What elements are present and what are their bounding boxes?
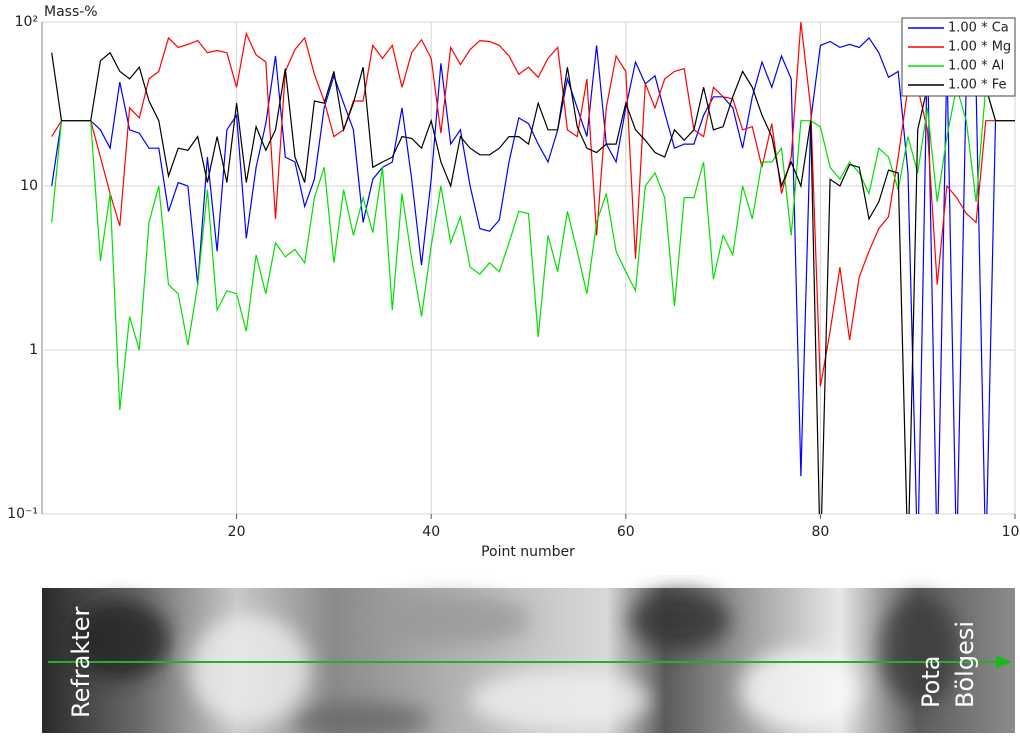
x-tick-label: 80 — [811, 524, 829, 540]
x-axis-label: Point number — [481, 544, 575, 560]
plot-area — [41, 21, 1016, 515]
micrograph: Refrakter Pota Bölgesi — [42, 588, 1015, 737]
y-tick-label: 1 — [29, 342, 38, 358]
right-annotation: Pota — [917, 656, 945, 708]
y-tick-label: 10² — [15, 14, 38, 30]
legend-label: 1.00 * Fe — [948, 78, 1006, 93]
x-tick-label: 20 — [228, 524, 246, 540]
legend-box — [901, 17, 1016, 97]
series-line — [51, 36, 1015, 514]
legend-label: 1.00 * Al — [948, 59, 1004, 74]
legend-label: 1.00 * Mg — [948, 40, 1011, 55]
y-tick-label: 10⁻¹ — [7, 506, 38, 522]
y-axis-label: Mass-% — [44, 4, 98, 20]
legend-label: 1.00 * Ca — [948, 21, 1009, 36]
series-line — [51, 51, 1015, 514]
right-annotation: Bölgesi — [951, 621, 979, 708]
left-annotation: Refrakter — [67, 607, 95, 718]
x-tick-label: 40 — [422, 524, 440, 540]
series-line — [51, 87, 1015, 411]
series-line — [51, 22, 1015, 387]
y-tick-label: 10 — [20, 178, 38, 194]
x-tick-label: 60 — [617, 524, 635, 540]
x-tick-label: 100 — [1002, 524, 1020, 540]
